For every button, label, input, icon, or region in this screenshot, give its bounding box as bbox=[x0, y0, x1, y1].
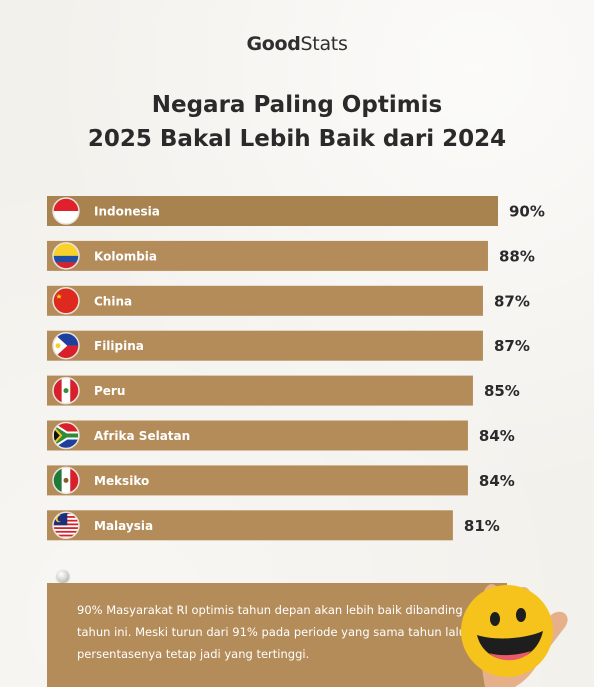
bar bbox=[47, 285, 483, 316]
pushpin-icon bbox=[57, 570, 69, 582]
bar-value-label: 81% bbox=[464, 517, 500, 535]
bar-row-peru: Peru 85% bbox=[47, 375, 520, 406]
bar-row-afrika-selatan: Afrika Selatan 84% bbox=[47, 420, 515, 451]
bar-row-meksiko: Meksiko 84% bbox=[47, 465, 515, 496]
bar bbox=[47, 420, 468, 451]
bar-category-label: Meksiko bbox=[94, 474, 149, 488]
logo-part-stats: Stats bbox=[300, 33, 348, 55]
bar bbox=[47, 240, 488, 271]
note-text: 90% Masyarakat RI optimis tahun depan ak… bbox=[77, 603, 470, 661]
title-line-2: 2025 Bakal Lebih Baik dari 2024 bbox=[87, 126, 507, 152]
logo-part-good: Good bbox=[246, 33, 301, 55]
bar-value-label: 87% bbox=[494, 292, 530, 310]
bar bbox=[47, 375, 473, 406]
bar bbox=[47, 196, 498, 226]
bar-category-label: Kolombia bbox=[94, 249, 157, 263]
bar-category-label: Malaysia bbox=[94, 519, 153, 533]
smiley-hand-icon bbox=[461, 584, 568, 687]
note-box: 90% Masyarakat RI optimis tahun depan ak… bbox=[47, 583, 507, 687]
bar-row-china: China 87% bbox=[47, 285, 530, 316]
bar-value-label: 84% bbox=[479, 427, 515, 445]
bar-value-label: 87% bbox=[494, 337, 530, 355]
bar-row-filipina: Filipina 87% bbox=[47, 330, 530, 361]
bar-category-label: Indonesia bbox=[94, 205, 160, 219]
bar-chart: Indonesia 90% Kolombia 88% China 87% Filipina 8… bbox=[47, 196, 545, 541]
bar-row-malaysia: Malaysia 81% bbox=[47, 510, 500, 541]
chart-title: Negara Paling Optimis 2025 Bakal Lebih B… bbox=[0, 88, 594, 156]
bar-category-label: China bbox=[94, 294, 132, 308]
bar-value-label: 84% bbox=[479, 472, 515, 490]
bar-category-label: Afrika Selatan bbox=[94, 429, 190, 443]
bar bbox=[47, 510, 453, 541]
bar-category-label: Filipina bbox=[94, 339, 144, 353]
bar-row-indonesia: Indonesia 90% bbox=[47, 196, 545, 226]
goodstats-logo: GoodStats bbox=[0, 33, 594, 55]
bar bbox=[47, 465, 468, 496]
bar bbox=[47, 330, 483, 361]
bar-value-label: 88% bbox=[499, 247, 535, 265]
bar-value-label: 90% bbox=[509, 203, 545, 221]
bar-value-label: 85% bbox=[484, 382, 520, 400]
title-line-1: Negara Paling Optimis bbox=[151, 92, 443, 118]
bar-row-kolombia: Kolombia 88% bbox=[47, 240, 535, 271]
bar-category-label: Peru bbox=[94, 384, 125, 398]
